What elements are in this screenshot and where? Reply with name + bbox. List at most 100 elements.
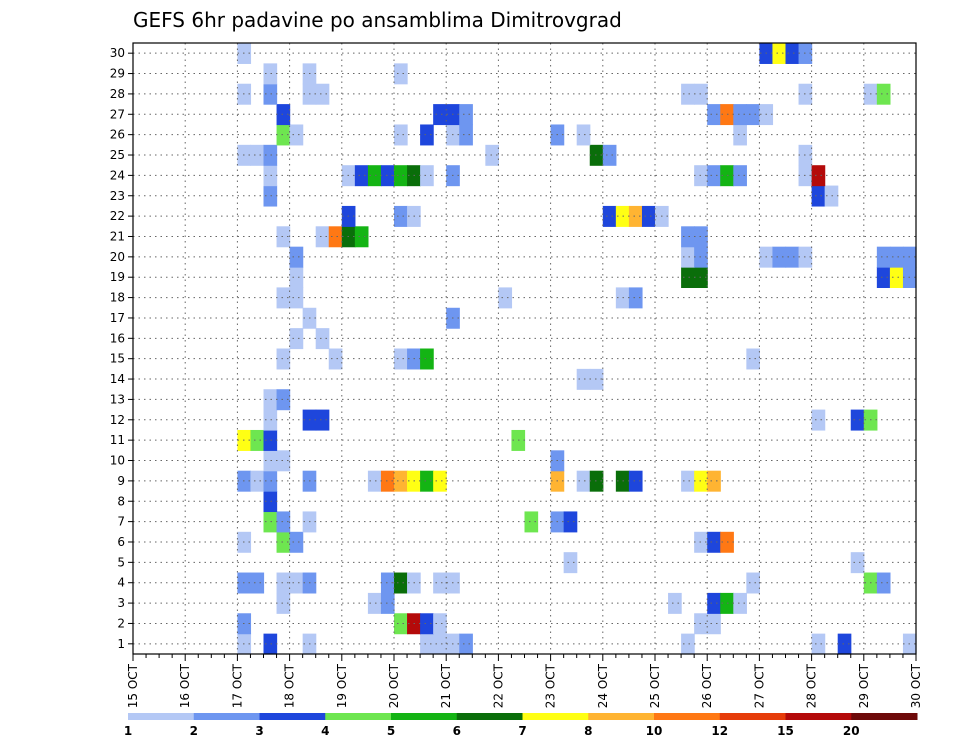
heatmap-cell [433, 104, 447, 126]
x-tick-label: 19 OCT [335, 663, 349, 708]
y-tick-label: 8 [117, 494, 125, 508]
heatmap-cell [628, 287, 643, 309]
heatmap-cell [563, 552, 578, 574]
heatmap-cell [746, 348, 760, 370]
y-tick-label: 24 [110, 168, 125, 182]
y-tick-label: 6 [117, 535, 125, 549]
y-tick-label: 17 [110, 311, 125, 325]
heatmap-cell [420, 470, 434, 492]
heatmap-cell [668, 592, 682, 614]
heatmap-cell [263, 491, 278, 513]
legend-label: 7 [518, 724, 526, 738]
heatmap-cell [315, 226, 330, 248]
heatmap-cell [733, 592, 747, 614]
heatmap-cell [367, 592, 382, 614]
heatmap-cell [354, 226, 369, 248]
x-tick-label: 27 OCT [752, 663, 766, 708]
y-tick-label: 9 [117, 474, 125, 488]
legend-label: 10 [646, 724, 663, 738]
heatmap-cell [315, 328, 330, 350]
legend-swatch [193, 713, 260, 720]
heatmap-cell [707, 531, 721, 553]
legend-swatch [588, 713, 655, 720]
heatmap-cell [746, 104, 760, 126]
legend-label: 15 [777, 724, 794, 738]
heatmap-cell [433, 613, 447, 635]
heatmap-cell [263, 165, 278, 187]
heatmap-cell [394, 165, 408, 187]
x-tick-label: 17 OCT [230, 663, 244, 708]
heatmap-cell [576, 368, 591, 390]
heatmap-cell [589, 144, 604, 166]
legend-swatch [391, 713, 458, 720]
heatmap-cell [498, 287, 513, 309]
heatmap-cell [289, 246, 304, 268]
heatmap-cell [837, 633, 852, 655]
y-tick-label: 5 [117, 555, 125, 569]
heatmap-cell [433, 572, 447, 594]
heatmap-cell [394, 572, 408, 594]
heatmap-cell [354, 165, 369, 187]
heatmap-cell [250, 429, 265, 451]
heatmap-cell [276, 104, 291, 126]
heatmap-cell [707, 165, 721, 187]
y-tick-label: 26 [110, 128, 125, 142]
x-tick-label: 15 OCT [126, 663, 140, 708]
heatmap-cell [628, 470, 643, 492]
y-tick-label: 10 [110, 454, 125, 468]
heatmap-cell [367, 470, 382, 492]
x-tick-label: 30 OCT [909, 663, 923, 708]
heatmap-cell [811, 165, 826, 187]
heatmap-cell [394, 63, 408, 85]
legend-label: 6 [453, 724, 461, 738]
legend-swatch [522, 713, 589, 720]
legend-label: 20 [843, 724, 860, 738]
heatmap-cell [681, 246, 695, 268]
heatmap-cell [602, 144, 617, 166]
heatmap-cell [420, 124, 434, 146]
legend-label: 8 [584, 724, 592, 738]
y-tick-label: 3 [117, 596, 125, 610]
heatmap-cell [576, 470, 591, 492]
heatmap-cell [289, 328, 304, 350]
chart-title: GEFS 6hr padavine po ansamblima Dimitrov… [133, 8, 622, 32]
y-tick-label: 13 [110, 392, 125, 406]
heatmap-cell [681, 633, 695, 655]
heatmap-cell [420, 633, 434, 655]
heatmap-cell [328, 226, 343, 248]
heatmap-cell [459, 124, 473, 146]
y-tick-label: 28 [110, 87, 125, 101]
heatmap-cell [707, 592, 721, 614]
y-tick-label: 22 [110, 209, 125, 223]
heatmap-cell [420, 165, 434, 187]
heatmap-cell [380, 592, 395, 614]
heatmap-cell [394, 205, 408, 227]
heatmap-cell [380, 165, 395, 187]
heatmap-cell [276, 124, 291, 146]
x-tick-label: 21 OCT [439, 663, 453, 708]
y-axis: 1234567891011121314151617181920212223242… [110, 46, 133, 651]
heatmap-cell [733, 124, 747, 146]
y-tick-label: 30 [110, 46, 125, 60]
heatmap-cell [876, 267, 891, 288]
heatmap-cell [433, 470, 447, 492]
legend-label: 2 [190, 724, 198, 738]
heatmap-cell [681, 470, 695, 492]
heatmap-cell [289, 124, 304, 146]
legend-swatch [851, 713, 918, 720]
heatmap-cell [681, 267, 695, 288]
heatmap-cell [876, 572, 891, 594]
heatmap-cell [263, 633, 278, 655]
y-tick-label: 21 [110, 229, 125, 243]
heatmap-cell [602, 205, 617, 227]
color-legend: 1 2 3 4 5 6 7 8 10 12 15 20 [124, 713, 918, 738]
heatmap-cell [276, 531, 291, 553]
heatmap-cell [250, 470, 265, 492]
y-tick-label: 18 [110, 291, 125, 305]
x-tick-label: 18 OCT [283, 663, 297, 708]
legend-label: 3 [255, 724, 263, 738]
heatmap-cell [589, 470, 604, 492]
legend-label: 12 [711, 724, 728, 738]
heatmap-cell [811, 633, 826, 655]
